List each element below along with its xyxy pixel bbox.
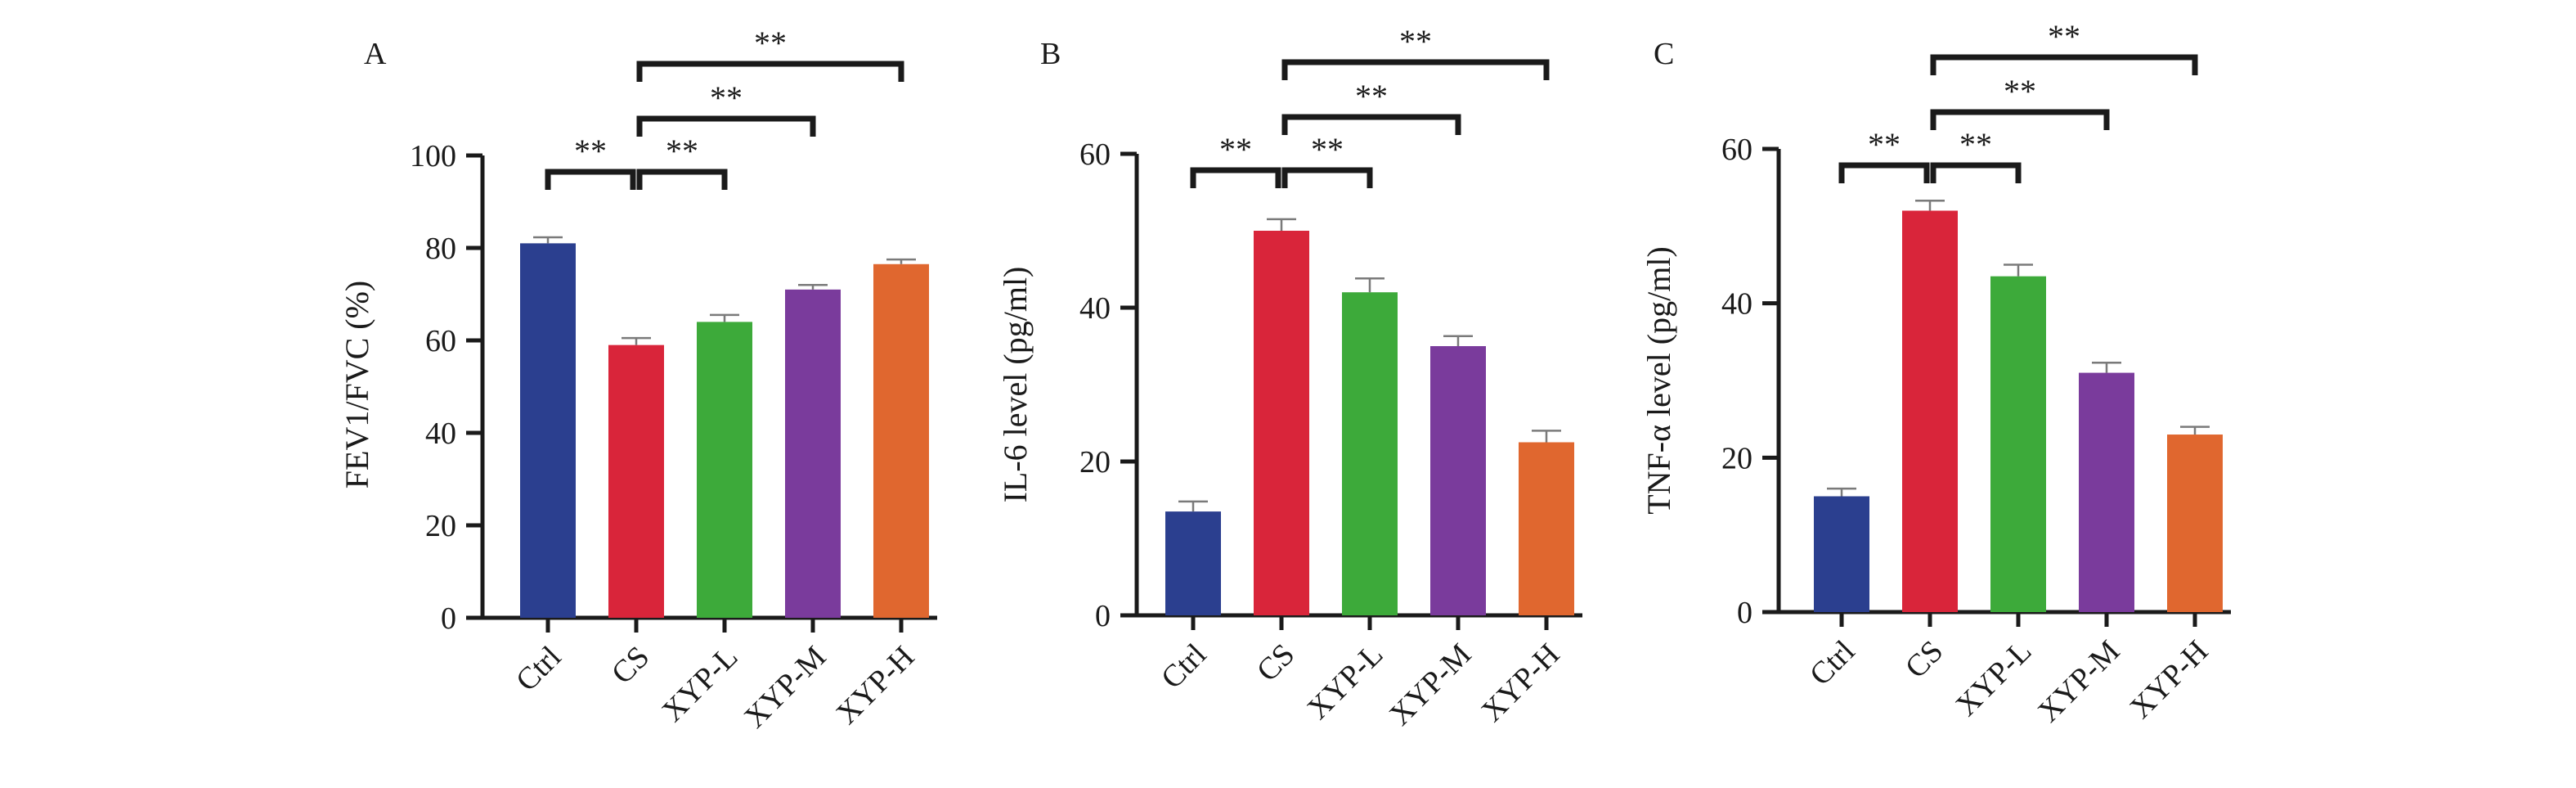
- bar-cs: [608, 344, 664, 618]
- bar-xyp-l: [1990, 276, 2046, 612]
- category-label: XYP-H: [830, 640, 922, 732]
- category-label: Ctrl: [1803, 634, 1862, 693]
- category-label: Ctrl: [509, 640, 568, 699]
- bar-cs: [1254, 231, 1309, 615]
- y-axis-label: TNF-α level (pg/ml): [1640, 246, 1677, 515]
- bar-xyp-h: [1519, 442, 1574, 615]
- significance-label: **: [710, 79, 743, 116]
- significance-label: **: [1311, 131, 1344, 168]
- category-label: CS: [605, 640, 657, 691]
- panel-label: C: [1654, 37, 1674, 71]
- category-label: XYP-M: [738, 640, 832, 735]
- y-tick-label: 60: [425, 324, 456, 358]
- bar-xyp-h: [873, 263, 929, 618]
- category-label: Ctrl: [1155, 637, 1214, 696]
- significance-bracket: [1281, 59, 1550, 80]
- significance-label: **: [754, 25, 787, 61]
- y-tick-label: 0: [441, 601, 456, 636]
- y-tick-label: 0: [1095, 599, 1111, 633]
- significance-label: **: [1868, 126, 1901, 163]
- significance-bracket: [1930, 162, 2022, 183]
- y-tick-label: 40: [1079, 291, 1111, 326]
- category-label: XYP-L: [1950, 634, 2039, 723]
- significance-bracket: [1838, 162, 1930, 183]
- significance-bracket: [636, 115, 816, 137]
- significance-label: **: [1959, 126, 1992, 163]
- significance-bracket: [1930, 109, 2110, 130]
- significance-bracket: [636, 169, 728, 190]
- significance-bracket: [545, 169, 636, 190]
- significance-label: **: [1399, 23, 1432, 60]
- bar-xyp-h: [2167, 435, 2223, 612]
- category-label: XYP-L: [656, 640, 745, 729]
- y-tick-label: 80: [425, 232, 456, 266]
- significance-bracket: [1281, 114, 1461, 135]
- y-tick-label: 20: [1079, 445, 1111, 480]
- panel-label: B: [1040, 37, 1061, 71]
- bar-xyp-l: [1342, 292, 1398, 615]
- significance-label: **: [1355, 78, 1388, 115]
- bar-xyp-m: [785, 289, 841, 618]
- significance-label: **: [1219, 131, 1252, 168]
- significance-label: **: [2004, 73, 2036, 110]
- y-tick-label: 20: [425, 509, 456, 543]
- category-label: XYP-M: [1383, 637, 1478, 732]
- significance-bracket: [1930, 54, 2198, 75]
- category-label: XYP-H: [2124, 634, 2215, 726]
- bar-xyp-m: [2079, 372, 2134, 612]
- category-label: CS: [1250, 637, 1302, 689]
- significance-bracket: [1190, 167, 1281, 188]
- y-tick-label: 60: [1079, 137, 1111, 172]
- bar-cs: [1902, 210, 1958, 612]
- bar-ctrl: [1814, 496, 1869, 612]
- category-label: XYP-M: [2031, 634, 2126, 729]
- bar-ctrl: [520, 243, 576, 618]
- significance-label: **: [574, 133, 607, 169]
- significance-bracket: [1281, 167, 1373, 188]
- panel-label: A: [364, 37, 387, 71]
- bar-xyp-l: [697, 322, 752, 618]
- bar-xyp-m: [1430, 346, 1486, 615]
- significance-label: **: [2048, 18, 2080, 55]
- y-axis-label: IL-6 level (pg/ml): [997, 267, 1034, 503]
- y-tick-label: 20: [1721, 441, 1752, 475]
- category-label: CS: [1899, 634, 1950, 686]
- y-tick-label: 100: [410, 139, 456, 173]
- y-tick-label: 40: [1721, 287, 1752, 322]
- y-axis-label: FEV1/FVC (%): [339, 281, 375, 489]
- y-tick-label: 0: [1737, 596, 1752, 630]
- category-label: XYP-L: [1301, 637, 1390, 727]
- bar-ctrl: [1165, 511, 1221, 615]
- y-tick-label: 40: [425, 417, 456, 451]
- significance-bracket: [636, 61, 904, 82]
- y-tick-label: 60: [1721, 133, 1752, 167]
- significance-label: **: [666, 133, 698, 169]
- category-label: XYP-H: [1475, 637, 1567, 729]
